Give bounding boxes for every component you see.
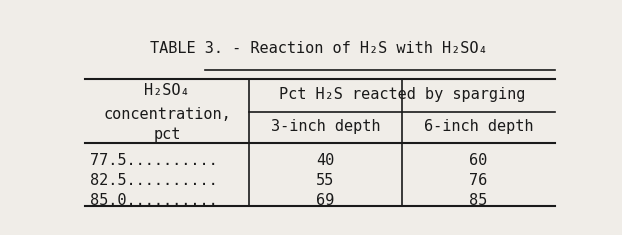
Text: 40: 40	[316, 153, 335, 168]
Text: TABLE 3. - Reaction of H₂S with H₂SO₄: TABLE 3. - Reaction of H₂S with H₂SO₄	[150, 41, 488, 56]
Text: 3-inch depth: 3-inch depth	[271, 119, 380, 134]
Text: 76: 76	[469, 173, 488, 188]
Text: 69: 69	[316, 193, 335, 208]
Text: 85: 85	[469, 193, 488, 208]
Text: 82.5..........: 82.5..........	[90, 173, 218, 188]
Text: H₂SO₄: H₂SO₄	[144, 83, 190, 98]
Text: 77.5..........: 77.5..........	[90, 153, 218, 168]
Text: 60: 60	[469, 153, 488, 168]
Text: Pct H₂S reacted by sparging: Pct H₂S reacted by sparging	[279, 87, 525, 102]
Text: 85.0..........: 85.0..........	[90, 193, 218, 208]
Text: concentration,: concentration,	[103, 107, 231, 122]
Text: 6-inch depth: 6-inch depth	[424, 119, 533, 134]
Text: 55: 55	[316, 173, 335, 188]
Text: pct: pct	[153, 127, 180, 141]
